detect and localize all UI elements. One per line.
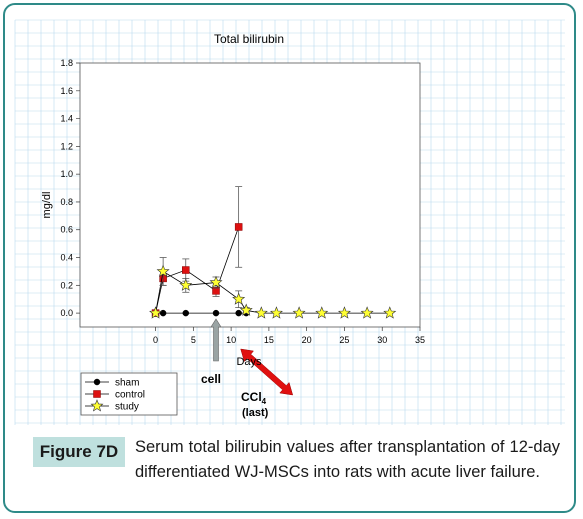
- legend-marker-sham: [93, 378, 101, 386]
- x-tick-label: 25: [339, 335, 349, 345]
- plot-frame: [79, 62, 421, 328]
- data-point-study: [337, 306, 351, 319]
- ccl4-text: CCl: [241, 390, 262, 404]
- ccl4-label: CCl4: [241, 390, 267, 406]
- legend-label-control: control: [115, 390, 145, 401]
- bilirubin-chart: 0.0 0.2 0.4 0.6 0.8 1.0 1.2 1.4 1.6 1.8 0 5 10 15 20 25…: [14, 19, 565, 425]
- x-tick-label: 35: [415, 335, 425, 345]
- x-tick-label: 15: [264, 335, 274, 345]
- data-point-control: [234, 223, 243, 231]
- y-tick-label: 0.6: [60, 225, 73, 235]
- ccl4-last-label: (last): [242, 407, 269, 419]
- data-point-sham: [212, 309, 220, 317]
- data-point-sham: [182, 309, 190, 317]
- data-point-study: [360, 306, 374, 319]
- x-tick-label: 10: [226, 335, 236, 345]
- data-point-study: [232, 292, 246, 305]
- figure-caption: Serum total bilirubin values after trans…: [135, 438, 560, 481]
- y-tick-label: 1.8: [60, 58, 73, 68]
- cell-label: cell: [201, 372, 221, 386]
- legend-marker-study: [90, 399, 104, 412]
- x-tick-label: 0: [153, 335, 158, 345]
- cell-arrow: [210, 318, 222, 362]
- legend-marker-control: [93, 390, 101, 398]
- y-tick-label: 1.0: [60, 169, 73, 179]
- y-tick-label: 0.2: [60, 280, 73, 290]
- data-point-study: [209, 275, 223, 289]
- y-tick-label: 1.4: [60, 114, 73, 124]
- x-tick-label: 20: [302, 335, 312, 345]
- ccl4-arrow: [240, 348, 294, 396]
- series-layer: [149, 186, 397, 319]
- data-point-study: [269, 306, 283, 319]
- figure-label: Figure 7D: [33, 437, 125, 467]
- y-tick-label: 1.2: [60, 141, 73, 151]
- y-axis-label: mg/dl: [41, 192, 53, 219]
- x-axis-label: Days: [236, 356, 262, 368]
- y-tick-label: 1.6: [60, 86, 73, 96]
- y-tick-label: 0.4: [60, 253, 73, 263]
- series-study: [149, 257, 397, 319]
- data-point-control: [182, 266, 190, 274]
- chart-title: Total bilirubin: [214, 32, 284, 46]
- annotations: cell CCl4(last): [201, 318, 294, 419]
- figure-frame: 0.0 0.2 0.4 0.6 0.8 1.0 1.2 1.4 1.6 1.8 0 5 10 15 20 25…: [3, 3, 576, 513]
- data-point-study: [383, 306, 397, 319]
- data-point-study: [254, 306, 268, 319]
- data-point-study: [239, 303, 253, 316]
- y-tick-label: 0.0: [60, 308, 73, 318]
- data-point-sham: [159, 309, 167, 317]
- legend-label-study: study: [115, 402, 139, 413]
- y-tick-label: 0.8: [60, 197, 73, 207]
- plot-area: [80, 63, 420, 327]
- data-point-study: [149, 306, 163, 319]
- x-tick-label: 30: [377, 335, 387, 345]
- data-point-study: [315, 306, 329, 319]
- x-tick-label: 5: [191, 335, 196, 345]
- ccl4-subscript: 4: [262, 397, 267, 406]
- data-point-study: [156, 264, 170, 277]
- data-point-study: [292, 306, 306, 319]
- data-point-sham: [235, 309, 242, 317]
- data-point-study: [179, 278, 193, 291]
- axes: 0.0 0.2 0.4 0.6 0.8 1.0 1.2 1.4 1.6 1.8 0 5 10 15 20 25…: [60, 58, 425, 345]
- legend-label-sham: sham: [115, 378, 139, 389]
